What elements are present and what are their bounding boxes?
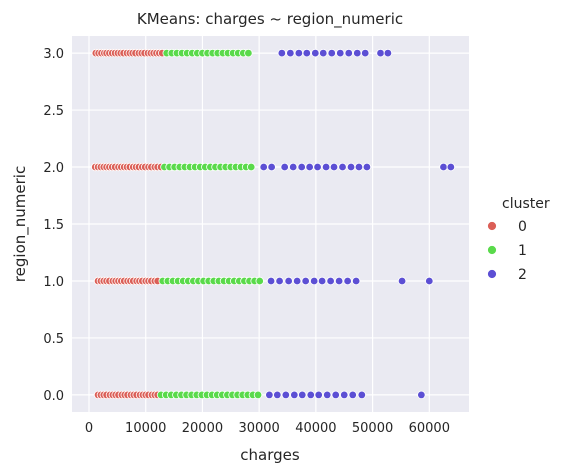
series-cluster-0 bbox=[91, 48, 167, 400]
data-point bbox=[311, 48, 320, 58]
x-tick-label: 0 bbox=[85, 421, 93, 436]
data-point bbox=[290, 390, 299, 400]
y-tick-label: 0.0 bbox=[43, 389, 64, 404]
data-point bbox=[305, 162, 314, 172]
data-point bbox=[297, 162, 306, 172]
data-point bbox=[288, 162, 298, 172]
x-tick-label: 30000 bbox=[238, 421, 279, 436]
data-point bbox=[253, 390, 263, 400]
data-point bbox=[313, 162, 322, 172]
data-point bbox=[266, 276, 276, 286]
x-tick-label: 40000 bbox=[295, 421, 336, 436]
data-point bbox=[336, 48, 345, 58]
data-point bbox=[357, 390, 367, 400]
data-point bbox=[267, 162, 276, 172]
y-tick-label: 2.0 bbox=[43, 161, 64, 176]
y-tick-label: 1.5 bbox=[43, 218, 64, 233]
data-point bbox=[302, 48, 311, 58]
data-point bbox=[376, 48, 385, 58]
legend-marker bbox=[487, 221, 497, 231]
data-point bbox=[265, 390, 274, 400]
data-point bbox=[417, 390, 426, 400]
data-point bbox=[348, 390, 357, 400]
legend: cluster 0 1 2 bbox=[487, 196, 550, 283]
data-point bbox=[280, 162, 289, 172]
data-point bbox=[281, 390, 291, 400]
legend-label: 2 bbox=[518, 267, 527, 283]
data-point bbox=[354, 162, 364, 172]
data-point bbox=[383, 48, 393, 58]
legend-label: 1 bbox=[518, 243, 527, 259]
data-point bbox=[346, 162, 356, 172]
series-cluster-2 bbox=[259, 48, 456, 400]
data-point bbox=[397, 276, 407, 286]
data-point bbox=[326, 276, 335, 286]
legend-label: 0 bbox=[518, 219, 527, 235]
y-tick-label: 0.5 bbox=[43, 332, 64, 347]
data-point bbox=[317, 276, 327, 286]
x-tick-label: 10000 bbox=[125, 421, 166, 436]
data-point bbox=[329, 162, 339, 172]
data-point bbox=[273, 390, 282, 400]
y-axis-label: region_numeric bbox=[11, 166, 30, 282]
data-point bbox=[306, 390, 315, 400]
x-tick-label: 60000 bbox=[409, 421, 450, 436]
data-point bbox=[292, 276, 302, 286]
data-point bbox=[259, 162, 268, 172]
y-tick-label: 3.0 bbox=[43, 47, 64, 62]
y-tick-labels: 0.0 0.5 1.0 1.5 2.0 2.5 3.0 bbox=[43, 47, 64, 404]
data-point bbox=[361, 48, 370, 58]
chart-title: KMeans: charges ~ region_numeric bbox=[137, 10, 403, 29]
data-point bbox=[255, 276, 264, 286]
data-point bbox=[321, 162, 331, 172]
x-tick-labels: 0 10000 20000 30000 40000 50000 60000 bbox=[85, 421, 450, 436]
data-point bbox=[338, 162, 347, 172]
data-point bbox=[362, 162, 372, 172]
data-point bbox=[446, 162, 456, 172]
data-point bbox=[275, 276, 284, 286]
data-point bbox=[286, 48, 295, 58]
data-point bbox=[244, 48, 253, 58]
data-point bbox=[334, 276, 344, 286]
series-cluster-1 bbox=[156, 48, 264, 400]
legend-marker bbox=[487, 245, 497, 255]
x-tick-label: 20000 bbox=[182, 421, 223, 436]
data-point bbox=[277, 48, 287, 58]
data-point bbox=[425, 276, 434, 286]
data-point bbox=[284, 276, 293, 286]
data-point bbox=[294, 48, 304, 58]
data-point bbox=[331, 390, 340, 400]
data-point bbox=[344, 48, 353, 58]
data-point bbox=[351, 276, 361, 286]
data-point bbox=[309, 276, 319, 286]
data-point bbox=[298, 390, 307, 400]
data-points bbox=[91, 48, 456, 400]
x-axis-label: charges bbox=[240, 446, 300, 464]
data-point bbox=[439, 162, 448, 172]
data-point bbox=[343, 276, 352, 286]
x-tick-label: 50000 bbox=[352, 421, 393, 436]
data-point bbox=[301, 276, 310, 286]
legend-title: cluster bbox=[502, 196, 550, 212]
data-point bbox=[353, 48, 362, 58]
y-tick-label: 2.5 bbox=[43, 104, 64, 119]
data-point bbox=[319, 48, 328, 58]
data-point bbox=[247, 162, 256, 172]
data-point bbox=[327, 48, 336, 58]
legend-marker bbox=[487, 269, 497, 279]
y-tick-label: 1.0 bbox=[43, 275, 64, 290]
data-point bbox=[314, 390, 323, 400]
data-point bbox=[323, 390, 332, 400]
data-point bbox=[340, 390, 349, 400]
